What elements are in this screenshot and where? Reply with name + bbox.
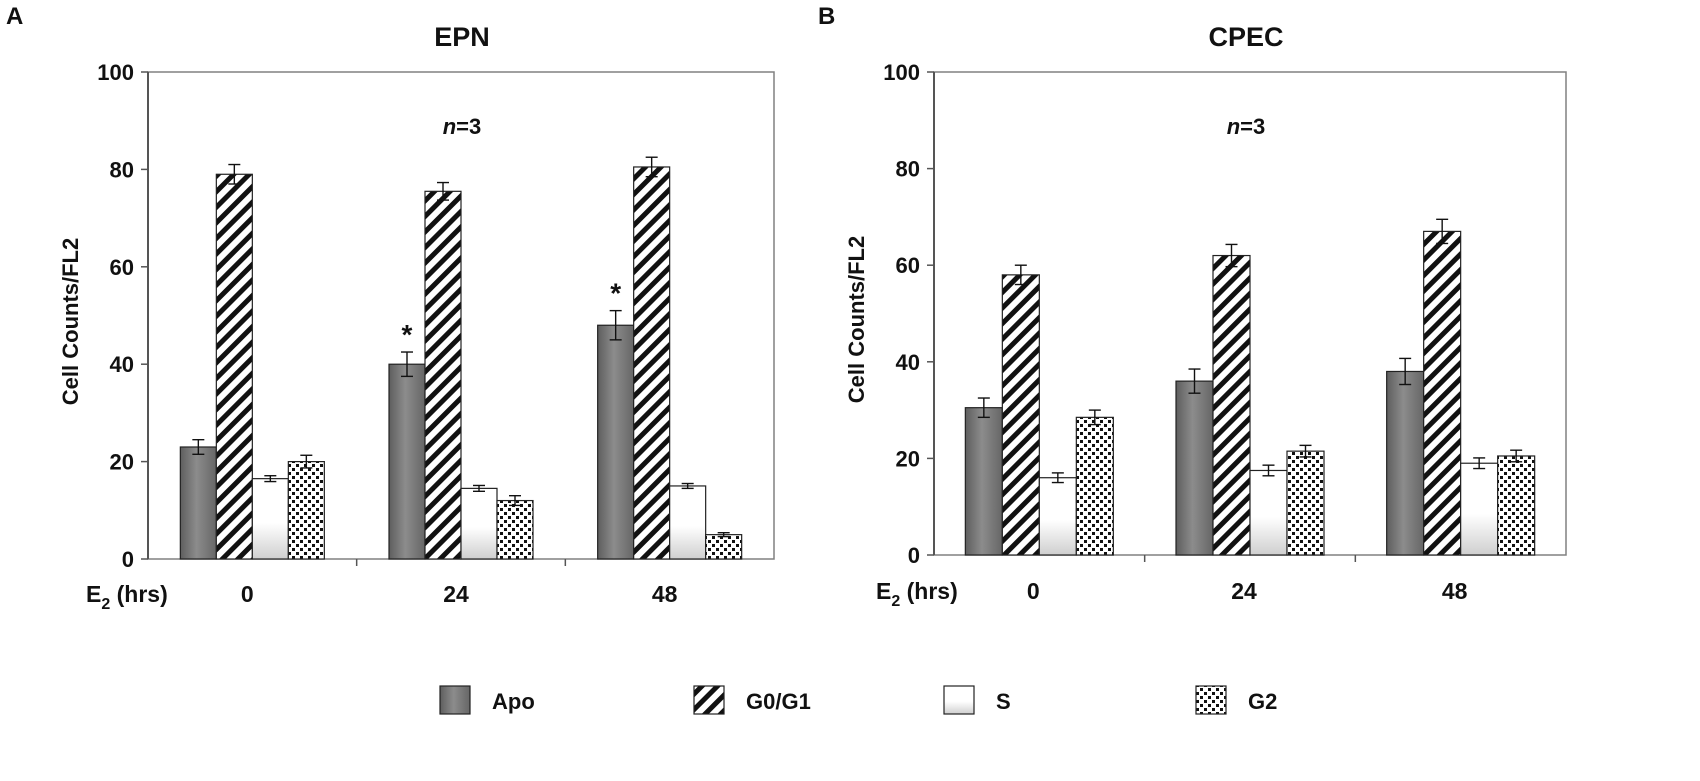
y-tick-label: 80	[110, 157, 134, 182]
legend-swatch-g2	[1195, 685, 1227, 715]
sample-size-n: n	[1227, 114, 1240, 139]
x-tick-label: 48	[1442, 578, 1468, 604]
x-axis-label-subscript: 2	[891, 593, 900, 610]
y-tick-label: 100	[97, 60, 134, 85]
legend-label: G2	[1248, 689, 1277, 714]
bar-apo	[388, 363, 426, 560]
x-tick-label: 24	[1231, 578, 1257, 604]
bar-g2	[1075, 416, 1114, 556]
x-tick-label: 0	[241, 581, 254, 607]
bar-g2	[1286, 450, 1325, 556]
sample-size-annotation: n=3	[443, 114, 482, 139]
significance-marker: *	[610, 278, 621, 309]
significance-marker: *	[402, 319, 413, 350]
legend-swatch-g0-g1	[693, 685, 725, 715]
y-tick-label: 40	[110, 352, 134, 377]
bar-g0-g1	[215, 173, 253, 560]
bar-apo	[1175, 380, 1214, 556]
bar-g2	[496, 499, 534, 560]
x-axis-label-suffix: (hrs)	[900, 578, 958, 604]
y-tick-label: 0	[122, 547, 134, 572]
y-tick-label: 0	[908, 543, 920, 568]
x-tick-label: 0	[1027, 578, 1040, 604]
bar-g2	[287, 461, 325, 560]
x-tick-label: 48	[652, 581, 678, 607]
y-tick-label: 20	[896, 446, 920, 471]
y-axis-label: Cell Counts/FL2	[844, 236, 869, 403]
bar-s	[669, 485, 707, 560]
panel-epn: A EPN 0 20 40 60 80 100 Cell Counts/FL2 n=3 0 * 24 * 4…	[6, 3, 775, 613]
panel-cpec: B CPEC 0 20 40 60 80 100 Cell Counts/FL2 n=3 0 24 48…	[818, 3, 1567, 610]
x-tick-label: 24	[443, 581, 469, 607]
chart-title: CPEC	[1208, 22, 1283, 52]
y-tick-label: 80	[896, 157, 920, 182]
bar-s	[1460, 462, 1499, 556]
bar-g2	[1497, 455, 1536, 556]
sample-size-annotation: n=3	[1227, 114, 1266, 139]
y-tick-label: 20	[110, 450, 134, 475]
x-axis-label: E2 (hrs)	[86, 581, 168, 613]
legend-label: Apo	[492, 689, 535, 714]
bar-apo	[964, 407, 1003, 556]
legend-label: S	[996, 689, 1011, 714]
x-axis-label-suffix: (hrs)	[110, 581, 168, 607]
sample-size-value: =3	[456, 114, 481, 139]
bar-s	[1038, 477, 1077, 556]
y-tick-label: 60	[110, 255, 134, 280]
panel-label: B	[818, 3, 835, 30]
legend: Apo G0/G1 S G2	[439, 685, 1277, 715]
legend-label: G0/G1	[746, 689, 811, 714]
chart-title: EPN	[434, 22, 490, 52]
legend-swatch-s	[943, 685, 975, 715]
x-axis-label: E2 (hrs)	[876, 578, 958, 610]
sample-size-value: =3	[1240, 114, 1265, 139]
legend-swatch-apo	[439, 685, 471, 715]
y-axis-label: Cell Counts/FL2	[58, 238, 83, 405]
y-tick-label: 100	[883, 60, 920, 85]
bar-s	[1249, 469, 1288, 556]
bar-s	[460, 487, 498, 560]
x-axis-label-prefix: E	[86, 581, 101, 607]
bar-s	[251, 478, 289, 560]
x-axis-label-prefix: E	[876, 578, 891, 604]
bar-g0-g1	[1001, 274, 1040, 556]
y-tick-label: 40	[896, 350, 920, 375]
bar-apo	[597, 324, 635, 560]
panel-label: A	[6, 3, 23, 30]
bar-g0-g1	[1212, 254, 1251, 556]
bar-g2	[705, 534, 743, 560]
y-tick-label: 60	[896, 253, 920, 278]
bar-g0-g1	[633, 166, 671, 560]
bar-g0-g1	[424, 190, 462, 560]
bar-apo	[1386, 370, 1425, 556]
x-axis-label-subscript: 2	[101, 596, 110, 613]
bar-g0-g1	[1423, 230, 1462, 556]
bar-apo	[179, 446, 217, 560]
sample-size-n: n	[443, 114, 456, 139]
